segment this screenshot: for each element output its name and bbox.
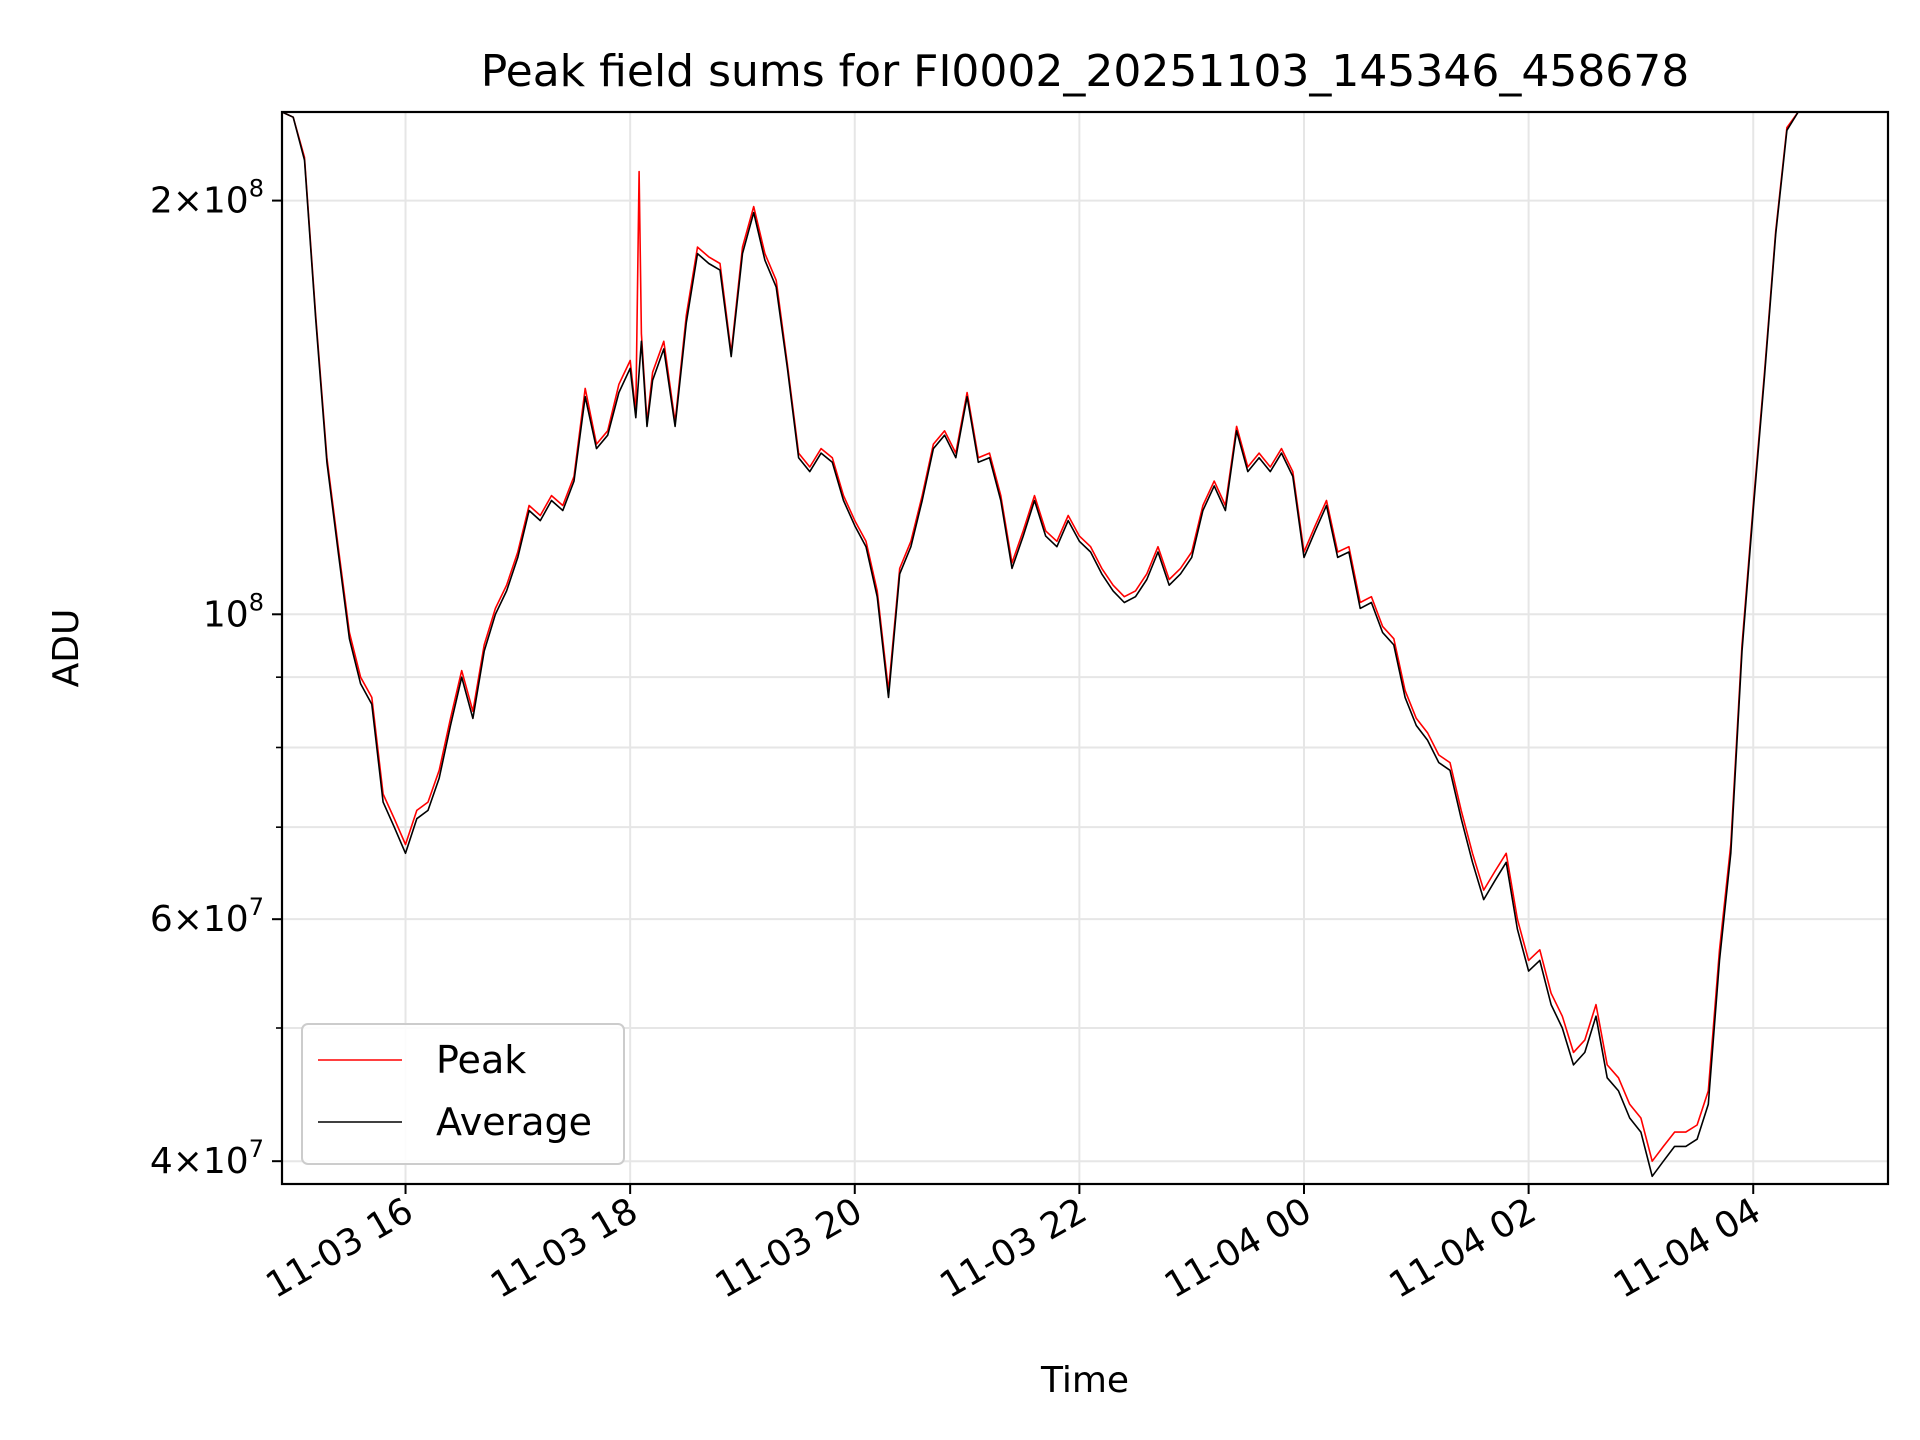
legend-label-average: Average	[436, 1100, 592, 1144]
legend-label-peak: Peak	[436, 1038, 526, 1082]
y-axis-label: ADU	[46, 609, 87, 688]
x-axis-label: Time	[1040, 1360, 1129, 1401]
series-line-peak	[281, 111, 1799, 1162]
y-tick-label: 6×107	[150, 893, 264, 940]
chart-title: Peak field sums for FI0002_20251103_1453…	[481, 46, 1690, 97]
y-tick-label: 2×108	[150, 175, 264, 222]
legend: Peak Average	[301, 1023, 625, 1165]
series-line-average	[281, 111, 1799, 1178]
legend-box	[301, 1023, 625, 1165]
y-tick-label: 4×107	[150, 1135, 264, 1182]
series-group	[281, 111, 1799, 1178]
y-axis-ticks: 4×107 6×107 108 2×108	[150, 175, 282, 1182]
y-tick-label: 108	[203, 588, 264, 635]
plot-frame	[280, 110, 1890, 1186]
